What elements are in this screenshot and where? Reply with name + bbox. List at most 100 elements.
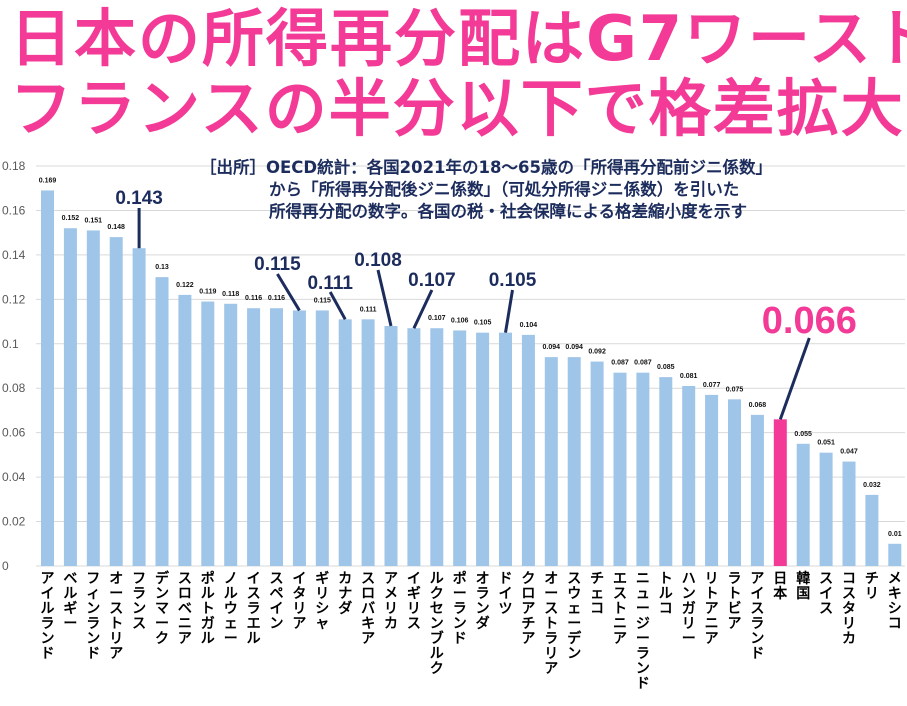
callout-label: 0.105 [489,270,537,291]
bar [842,461,856,566]
bar-highlight [773,419,787,566]
x-tick-label: ポーランド [452,571,467,647]
data-label: 0.068 [749,402,767,409]
bar [292,310,306,566]
x-tick-label: スロベニア [177,571,192,647]
bar [224,303,238,566]
x-tick-label: ルクセンブルク [429,571,444,677]
x-tick-label: ラトビア [727,571,742,632]
title-line-1: 日本の所得再分配はG7ワースト [10,2,907,75]
source-note-line-3: 所得再分配の数字。各国の税・社会保障による格差縮小度を示す [269,202,748,221]
data-label: 0.152 [62,215,80,222]
data-label: 0.051 [817,440,835,447]
data-label: 0.092 [588,349,606,356]
callout-leader-line [504,289,514,333]
data-label: 0.111 [360,306,377,313]
x-tick-label: スイス [819,571,834,617]
bar [270,308,283,566]
y-tick-label: 0.04 [2,470,26,484]
bar [888,543,902,566]
x-tick-label: ハンガリー [681,571,696,647]
y-tick-label: 0.16 [2,203,26,217]
x-tick-label: ノルウェー [223,571,238,647]
data-label: 0.055 [794,431,812,438]
callout-label: 0.066 [762,300,857,342]
x-tick-label: チェコ [590,571,605,617]
callout-label: 0.111 [307,273,353,294]
bar [132,248,146,566]
y-tick-label: 0.18 [2,159,26,173]
x-tick-label: 韓国 [796,571,811,602]
x-tick-label: イタリア [292,571,307,632]
x-tick-label: デンマーク [155,571,169,647]
x-tick-label: メキシコ [887,571,902,632]
y-tick-label: 0.06 [2,426,26,440]
bar [63,228,77,566]
bar [361,319,375,566]
bar [86,230,100,566]
bar [315,310,329,566]
x-tick-label: クロアチア [521,571,536,647]
data-label: 0.105 [474,320,492,327]
data-label: 0.087 [611,360,629,367]
bar [155,277,169,566]
x-tick-label: アイルランド [40,571,55,662]
callout-label: 0.107 [408,270,456,291]
data-label: 0.047 [840,449,858,456]
x-tick-label: アイスランド [750,571,765,662]
x-tick-label: ギリシャ [315,571,330,632]
bar [728,399,741,566]
callout-leader-line [376,269,393,327]
bar [705,394,719,566]
data-label: 0.115 [314,297,331,304]
data-label: 0.094 [565,344,583,351]
bar [499,332,512,566]
source-note-line-2: から「所得再分配後ジニ係数」（可処分所得ジニ係数）を引いた [269,180,740,199]
y-tick-label: 0.02 [2,515,26,529]
bar [567,357,581,566]
bars [41,190,902,566]
y-tick-label: 0.14 [2,248,26,262]
x-tick-label: ドイツ [498,571,513,617]
x-tick-label: アメリカ [384,571,398,632]
x-tick-label: ベルギー [63,571,78,632]
bar [521,334,535,566]
data-label: 0.075 [726,386,744,393]
data-label: 0.085 [657,364,675,371]
bar [796,443,810,566]
y-tick-label: 0.08 [2,381,26,395]
bar [865,494,879,566]
bar [819,452,833,566]
data-label: 0.119 [199,289,216,296]
data-label: 0.118 [222,291,239,298]
data-label: 0.122 [176,282,194,289]
x-tick-label: トルコ [658,571,673,617]
data-label: 0.077 [703,382,721,389]
bar [384,326,398,566]
data-label: 0.13 [155,264,169,271]
data-label: 0.081 [680,373,698,380]
data-label: 0.116 [268,295,285,302]
source-note-line-1: ［出所］OECD統計：各国2021年の18〜65歳の「所得再分配前ジニ係数」 [200,158,772,177]
x-tick-label: イスラエル [246,571,261,647]
callout-leader-line [412,289,434,329]
y-axis: 0 0.02 0.04 0.06 0.08 0.1 0.12 0.14 0.16 0.18 [2,159,26,573]
x-tick-label: チリ [864,571,879,602]
bar [338,319,352,566]
x-tick-label: スウェーデン [567,571,582,662]
x-tick-label: オランダ [475,571,490,632]
x-tick-label: エストニア [613,571,627,647]
x-tick-label: ポルトガル [200,571,215,647]
callout-leader-line [328,291,347,321]
bar [453,330,467,566]
data-label: 0.107 [428,315,446,322]
bar [682,386,696,566]
callout-label: 0.115 [254,254,301,275]
bar [178,294,192,566]
title-line-2: フランスの半分以下で格差拡大 [10,72,905,145]
x-tick-label: 日本 [773,571,788,602]
callout-label: 0.108 [354,250,402,271]
bar [201,301,215,566]
x-tick-label: スペイン [269,571,284,632]
